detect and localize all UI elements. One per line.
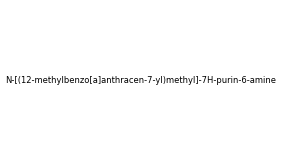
Text: N-[(12-methylbenzo[a]anthracen-7-yl)methyl]-7H-purin-6-amine: N-[(12-methylbenzo[a]anthracen-7-yl)meth… <box>6 76 276 85</box>
